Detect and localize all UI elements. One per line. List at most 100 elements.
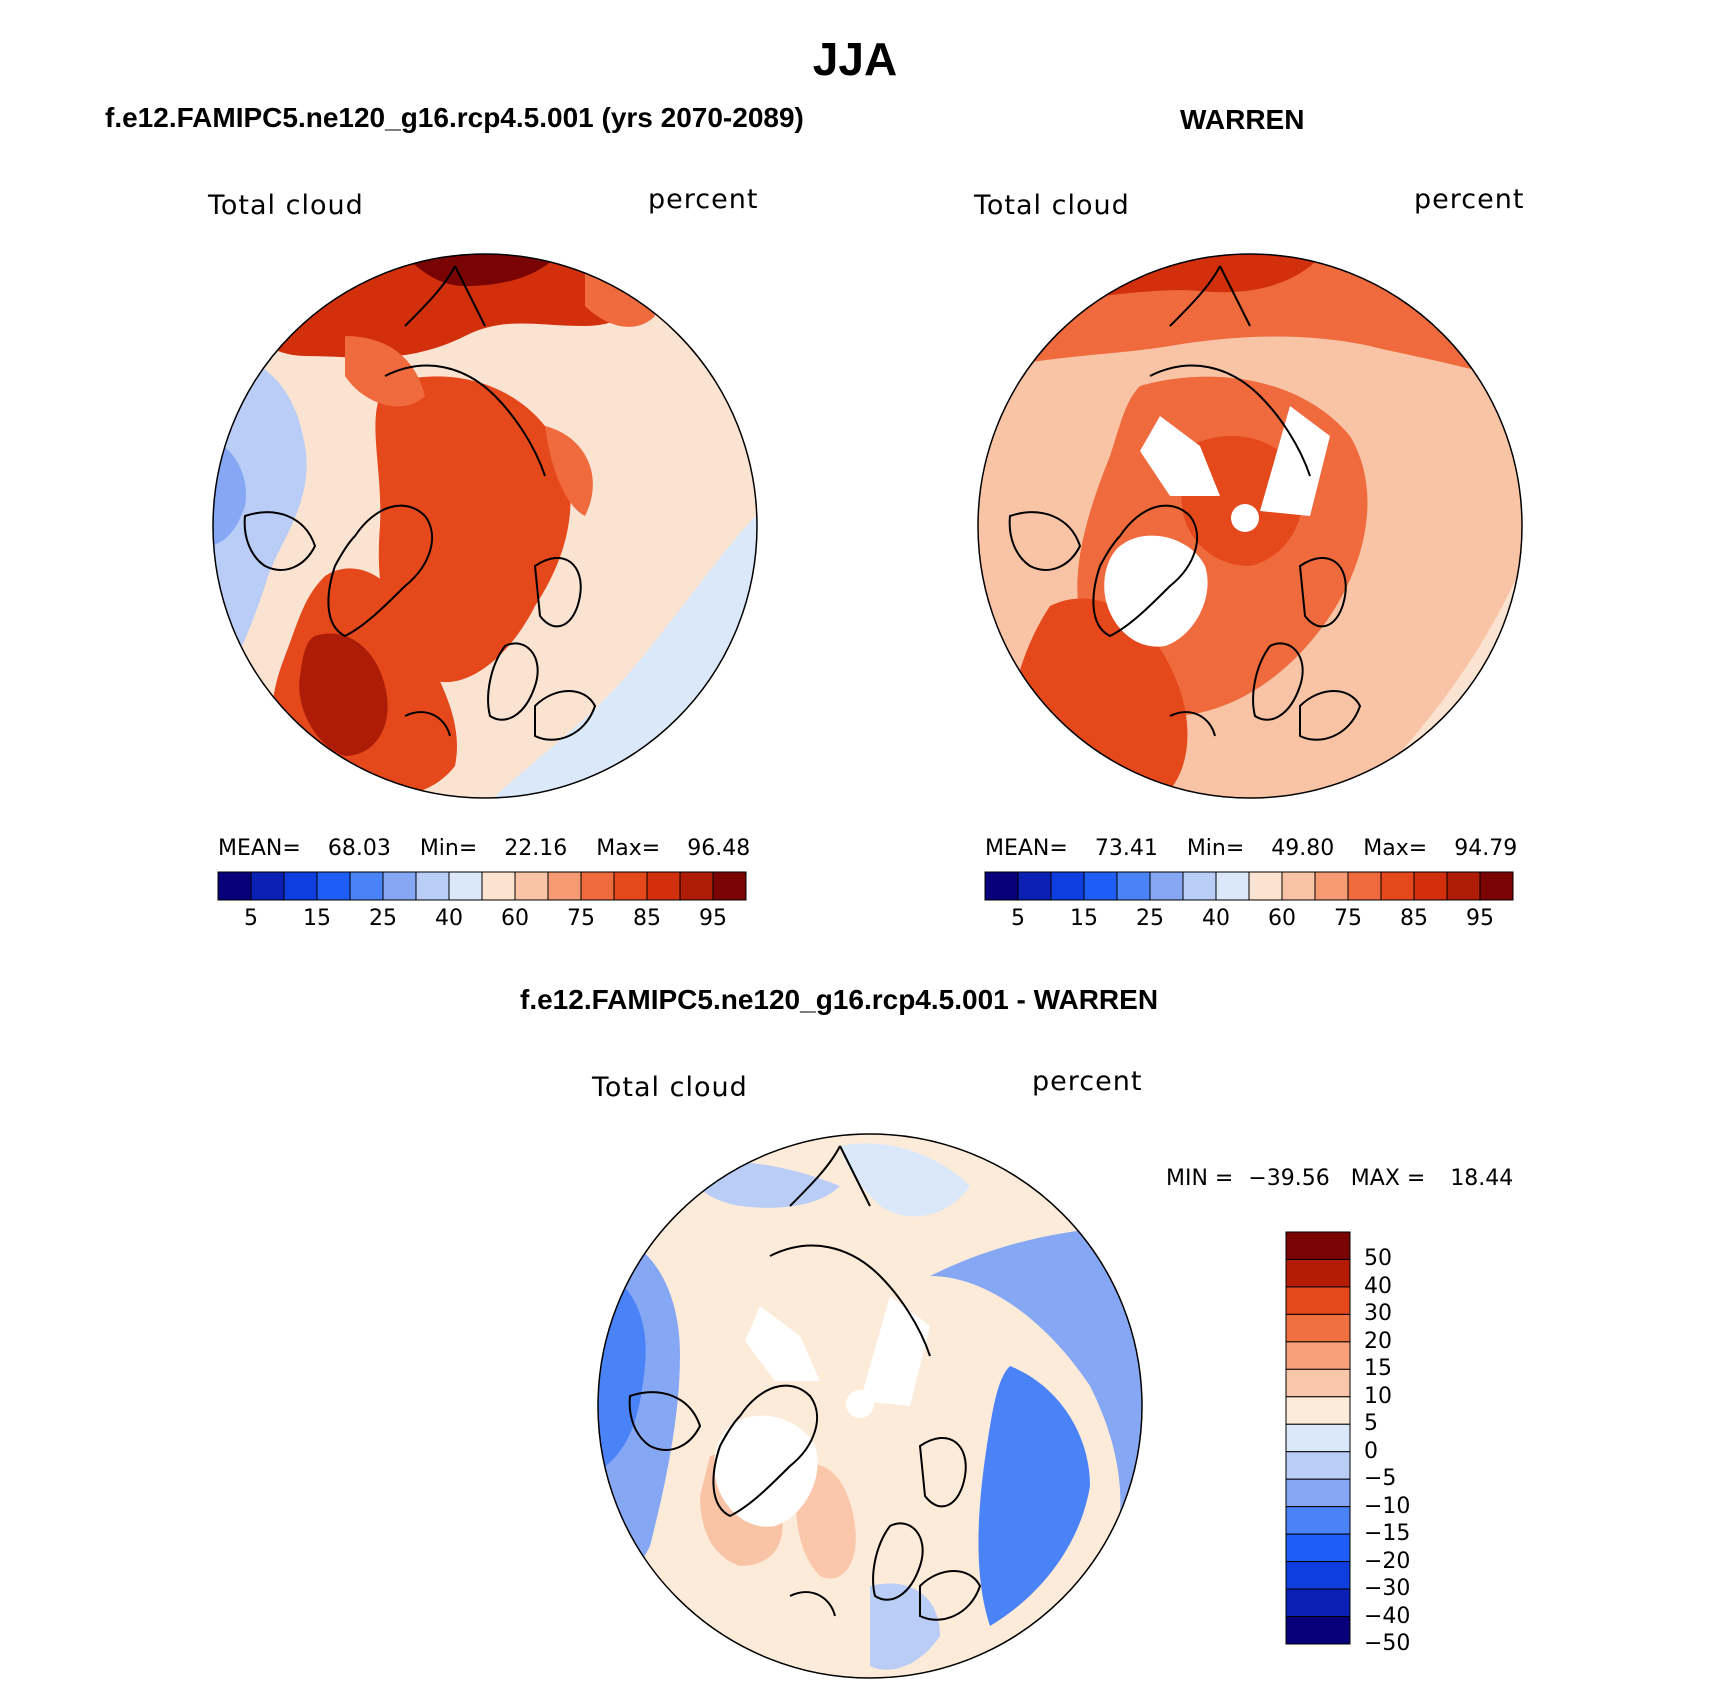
panel-model-units-label: percent: [648, 184, 759, 215]
colorbar-tick-label: 85: [1400, 906, 1428, 931]
colorbar-swatch: [984, 871, 1019, 901]
colorbar-tick-label: 15: [1070, 906, 1098, 931]
panel-obs-colorbar: [984, 871, 1514, 901]
colorbar-swatch: [547, 871, 582, 901]
colorbar-swatch: [1413, 871, 1448, 901]
colorbar-swatch: [415, 871, 450, 901]
colorbar-swatch: [481, 871, 516, 901]
colorbar-tick-label: 60: [501, 906, 529, 931]
panel-obs-mean-label: MEAN=: [985, 836, 1068, 861]
colorbar-tick-label: 95: [1466, 906, 1494, 931]
colorbar-swatch: [1285, 1478, 1351, 1508]
panel-model-max-label: Max=: [596, 836, 661, 861]
colorbar-tick-label: −20: [1364, 1548, 1411, 1574]
colorbar-tick-label: 40: [435, 906, 463, 931]
colorbar-swatch: [283, 871, 318, 901]
colorbar-tick-label: 15: [1364, 1356, 1392, 1382]
colorbar-swatch: [1285, 1588, 1351, 1618]
panel-model-polar-map: [212, 253, 758, 799]
panel-model-colorbar: [217, 871, 747, 901]
colorbar-swatch: [1446, 871, 1481, 901]
colorbar-swatch: [1050, 871, 1085, 901]
panel-model-variable-label: Total cloud: [208, 190, 364, 221]
colorbar-swatch: [250, 871, 285, 901]
colorbar-tick-label: 75: [567, 906, 595, 931]
panel-model-mean-value: 68.03: [327, 836, 391, 861]
colorbar-swatch: [217, 871, 252, 901]
panel-diff-polar-map: [597, 1133, 1143, 1679]
colorbar-tick-label: 10: [1364, 1383, 1392, 1409]
colorbar-tick-label: 50: [1364, 1246, 1392, 1272]
colorbar-swatch: [1285, 1341, 1351, 1370]
panel-diff-colorbar-ticks: 50 40 30 20 15 10 5 0 −5 −10 −15 −20 −30 −40 −50: [1364, 1232, 1444, 1656]
panel-diff-min-value: −39.56: [1248, 1166, 1330, 1191]
colorbar-tick-label: 25: [1136, 906, 1164, 931]
colorbar-tick-label: 5: [1364, 1411, 1378, 1437]
colorbar-tick-label: −5: [1364, 1466, 1397, 1492]
colorbar-swatch: [1281, 871, 1316, 901]
panel-obs-min-value: 49.80: [1271, 836, 1335, 861]
colorbar-swatch: [1285, 1368, 1351, 1398]
colorbar-tick-label: 20: [1364, 1328, 1392, 1354]
panel-diff-colorbar: [1285, 1231, 1351, 1645]
colorbar-swatch: [514, 871, 549, 901]
colorbar-swatch: [1116, 871, 1151, 901]
colorbar-swatch: [1285, 1533, 1351, 1563]
colorbar-swatch: [1285, 1451, 1351, 1480]
colorbar-swatch: [1182, 871, 1217, 901]
colorbar-swatch: [382, 871, 417, 901]
colorbar-swatch: [679, 871, 714, 901]
colorbar-swatch: [1285, 1561, 1351, 1590]
colorbar-swatch: [1285, 1396, 1351, 1425]
colorbar-swatch: [1380, 871, 1415, 901]
panel-model-max-value: 96.48: [687, 836, 751, 861]
colorbar-swatch: [1479, 871, 1514, 901]
colorbar-tick-label: 40: [1202, 906, 1230, 931]
colorbar-tick-label: 75: [1334, 906, 1362, 931]
colorbar-tick-label: 85: [633, 906, 661, 931]
colorbar-tick-label: −15: [1364, 1521, 1411, 1547]
colorbar-swatch: [1347, 871, 1382, 901]
panel-model-mean-label: MEAN=: [218, 836, 301, 861]
panel-obs-variable-label: Total cloud: [974, 190, 1130, 221]
colorbar-swatch: [646, 871, 681, 901]
colorbar-swatch: [316, 871, 351, 901]
colorbar-swatch: [580, 871, 615, 901]
panel-diff-min-label: MIN =: [1166, 1166, 1234, 1191]
colorbar-tick-label: 5: [1011, 906, 1025, 931]
colorbar-tick-label: 95: [699, 906, 727, 931]
colorbar-swatch: [1314, 871, 1349, 901]
colorbar-tick-label: 30: [1364, 1301, 1392, 1327]
panel-obs-polar-map: [977, 253, 1523, 799]
colorbar-swatch: [448, 871, 483, 901]
colorbar-swatch: [1083, 871, 1118, 901]
colorbar-swatch: [1248, 871, 1283, 901]
colorbar-tick-label: 15: [303, 906, 331, 931]
panel-obs-min-label: Min=: [1186, 836, 1245, 861]
panel-model-min-label: Min=: [419, 836, 478, 861]
panel-model-colorbar-ticks: 5 15 25 40 60 75 85 95: [218, 906, 746, 936]
colorbar-swatch: [1285, 1616, 1351, 1645]
colorbar-tick-label: −10: [1364, 1493, 1411, 1519]
panel-diff-units-label: percent: [1032, 1066, 1143, 1097]
colorbar-tick-label: 0: [1364, 1438, 1378, 1464]
colorbar-swatch: [1285, 1286, 1351, 1315]
figure-title: JJA: [812, 33, 898, 85]
colorbar-swatch: [1285, 1506, 1351, 1535]
colorbar-swatch: [712, 871, 747, 901]
colorbar-swatch: [613, 871, 648, 901]
colorbar-tick-label: −40: [1364, 1603, 1411, 1629]
colorbar-tick-label: −50: [1364, 1631, 1411, 1656]
panel-diff-variable-label: Total cloud: [592, 1072, 748, 1103]
panel-obs-max-value: 94.79: [1454, 836, 1518, 861]
colorbar-swatch: [1285, 1231, 1351, 1260]
panel-obs-max-label: Max=: [1363, 836, 1428, 861]
panel-diff-max-value: 18.44: [1450, 1166, 1514, 1191]
colorbar-swatch: [1149, 871, 1184, 901]
colorbar-tick-label: 25: [369, 906, 397, 931]
panel-obs-colorbar-ticks: 5 15 25 40 60 75 85 95: [985, 906, 1513, 936]
panel-model-stats: MEAN= 68.03 Min= 22.16 Max= 96.48: [218, 836, 750, 861]
colorbar-tick-label: 60: [1268, 906, 1296, 931]
panel-model-title: f.e12.FAMIPC5.ne120_g16.rcp4.5.001 (yrs …: [105, 102, 804, 133]
panel-diff-title: f.e12.FAMIPC5.ne120_g16.rcp4.5.001 - WAR…: [520, 984, 1159, 1015]
